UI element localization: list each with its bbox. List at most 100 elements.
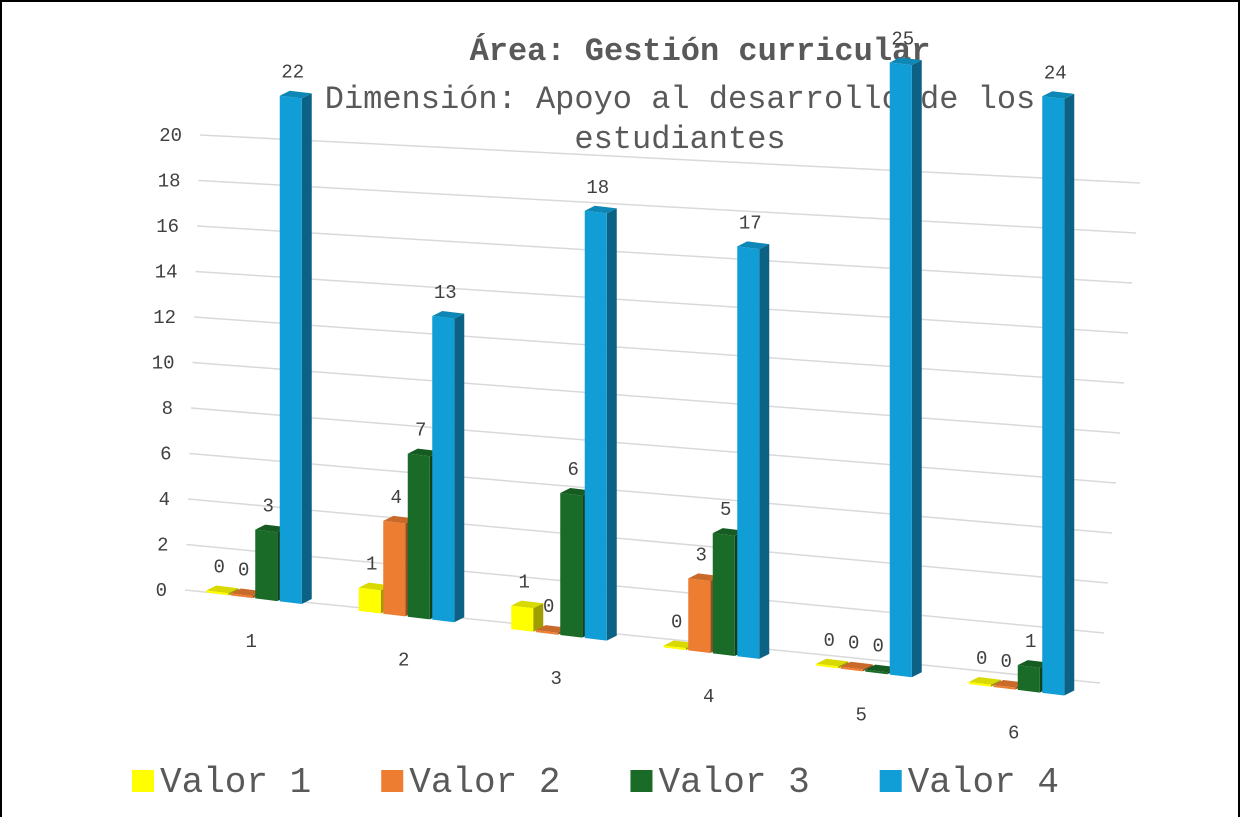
bar-face <box>255 524 288 533</box>
data-label: 24 <box>1044 62 1067 84</box>
bar-face <box>407 453 430 620</box>
bar <box>584 205 617 641</box>
bar-face <box>454 313 465 623</box>
bar <box>432 311 465 623</box>
grid-line <box>184 589 1101 684</box>
bar-face <box>1017 665 1040 693</box>
y-tick-label: 8 <box>162 398 173 420</box>
y-tick-label: 0 <box>156 580 167 602</box>
bar <box>816 658 849 669</box>
bar-face <box>432 316 455 623</box>
grid-line <box>190 407 1117 484</box>
bar-face <box>511 600 544 609</box>
data-label: 13 <box>434 282 457 304</box>
y-tick-label: 18 <box>158 171 181 193</box>
bar-face <box>911 60 922 678</box>
legend-swatch <box>381 770 404 792</box>
bar <box>968 677 1001 687</box>
bar-face <box>968 682 991 687</box>
data-label: 3 <box>696 544 707 566</box>
grid-line <box>189 452 1113 534</box>
legend-swatch <box>630 770 653 792</box>
bar-face <box>816 663 839 669</box>
data-label: 4 <box>391 487 402 509</box>
data-label: 1 <box>1025 631 1036 653</box>
data-label: 6 <box>568 459 579 481</box>
bar-face <box>584 210 607 641</box>
data-label: 0 <box>873 636 884 658</box>
bar-face <box>206 590 229 596</box>
bar-face <box>838 661 849 669</box>
bar-face <box>889 57 922 66</box>
data-label: 3 <box>263 496 274 518</box>
x-tick-label: 6 <box>1008 723 1019 745</box>
bar-face <box>230 593 253 599</box>
bar-face <box>279 95 302 605</box>
legend-label: Valor 4 <box>908 762 1059 803</box>
bar-face <box>737 246 760 659</box>
data-label: 0 <box>543 596 554 618</box>
legend-swatch <box>879 770 902 792</box>
bar-face <box>1042 96 1065 696</box>
bar-face <box>535 625 568 633</box>
bar <box>511 600 544 632</box>
data-label: 18 <box>586 177 609 199</box>
bar <box>1042 91 1075 696</box>
x-tick-label: 2 <box>398 649 409 671</box>
bar-face <box>255 529 278 602</box>
data-label: 0 <box>214 557 225 579</box>
bar-face <box>606 208 617 641</box>
bar-face <box>663 645 686 651</box>
data-label: 1 <box>519 572 530 594</box>
grid-line <box>186 543 1105 634</box>
grid-line <box>199 134 1141 184</box>
y-tick-label: 16 <box>156 216 179 238</box>
bar-face <box>584 205 617 214</box>
bar-face <box>840 661 873 670</box>
bar-face <box>889 62 912 678</box>
bar-face <box>862 664 873 672</box>
bar-face <box>688 578 711 654</box>
legend-label: Valor 1 <box>160 762 311 803</box>
y-tick-label: 12 <box>153 307 176 329</box>
bar-face <box>993 684 1016 690</box>
y-tick-label: 14 <box>155 262 178 284</box>
bar-face <box>533 603 544 632</box>
y-tick-label: 10 <box>152 353 175 375</box>
bar-face <box>230 588 263 597</box>
bar-face <box>279 90 312 99</box>
bar-face <box>737 241 770 250</box>
grid-line <box>198 179 1137 234</box>
bar <box>206 585 239 596</box>
bar-face <box>968 677 1001 685</box>
x-tick-label: 4 <box>703 686 714 708</box>
bar-face <box>383 515 416 524</box>
grid-line <box>193 316 1125 384</box>
bar-face <box>1017 660 1050 668</box>
bar-face <box>560 487 593 496</box>
y-tick-label: 4 <box>159 489 170 511</box>
data-label: 5 <box>720 499 731 521</box>
bar-face <box>993 679 1026 688</box>
data-label: 17 <box>739 212 762 234</box>
y-tick-label: 2 <box>157 535 168 557</box>
x-tick-label: 1 <box>246 631 257 653</box>
bar <box>840 661 873 672</box>
bar-face <box>816 658 849 667</box>
data-label: 0 <box>848 633 859 655</box>
legend-swatch <box>132 770 154 792</box>
bar-face <box>663 640 696 649</box>
x-tick-label: 5 <box>856 704 867 726</box>
y-tick-label: 20 <box>159 125 182 147</box>
bar-face <box>759 244 770 659</box>
data-label: 0 <box>238 559 249 581</box>
legend-label: Valor 3 <box>658 762 809 803</box>
bar-face <box>358 582 391 591</box>
bar-face <box>865 669 888 675</box>
bar-face <box>432 311 465 319</box>
data-label: 22 <box>281 62 304 84</box>
y-tick-label: 6 <box>160 444 171 466</box>
bar-face <box>407 448 440 457</box>
bar-face <box>228 588 239 596</box>
